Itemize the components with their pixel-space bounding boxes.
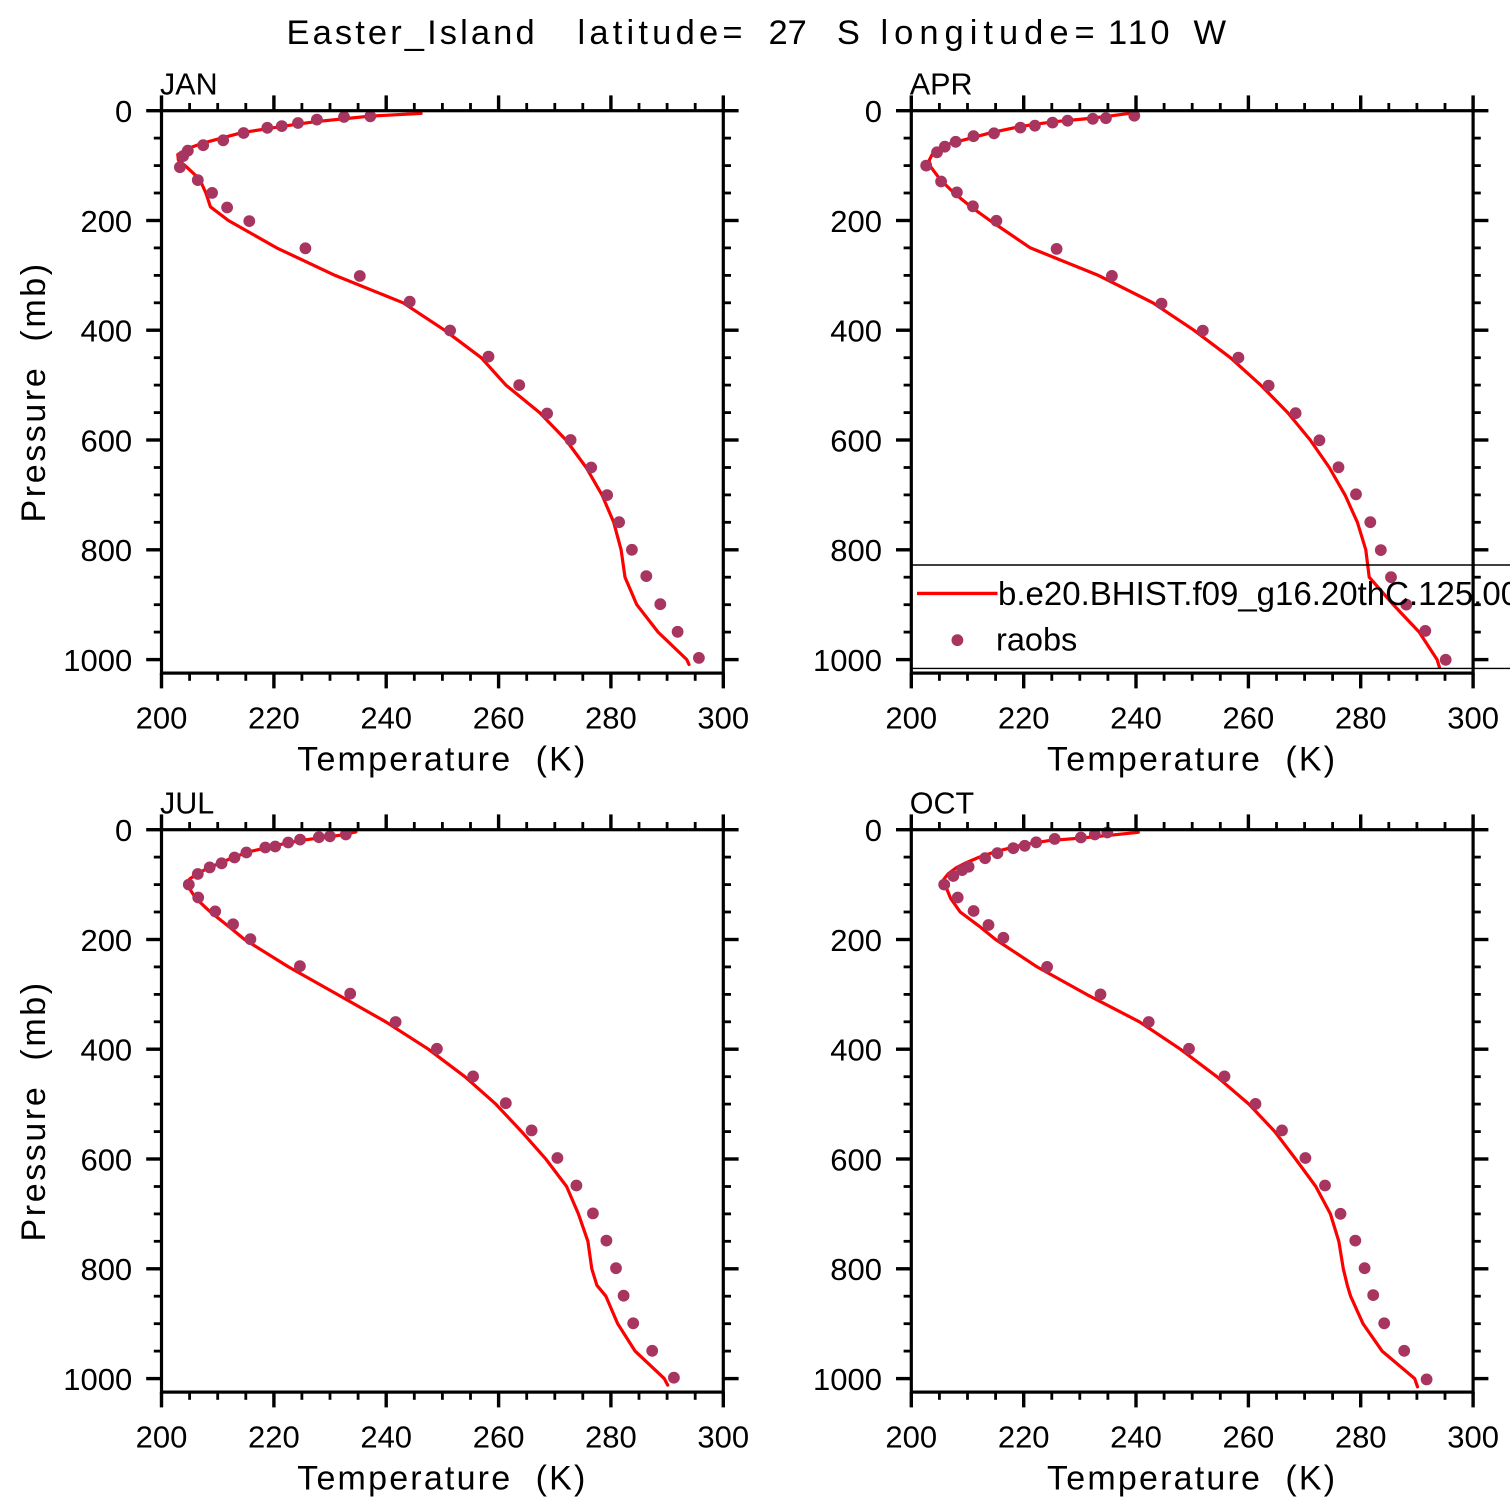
svg-text:800: 800 — [80, 533, 132, 568]
svg-text:Temperature (K): Temperature (K) — [1047, 1459, 1337, 1497]
svg-text:260: 260 — [473, 701, 525, 736]
svg-text:240: 240 — [1110, 701, 1162, 736]
svg-text:600: 600 — [80, 1142, 132, 1177]
svg-text:400: 400 — [830, 314, 882, 349]
svg-text:800: 800 — [80, 1252, 132, 1287]
svg-text:27: 27 — [769, 14, 807, 52]
svg-text:280: 280 — [1335, 701, 1387, 736]
svg-text:600: 600 — [830, 1142, 882, 1177]
svg-text:300: 300 — [697, 1420, 749, 1455]
svg-text:1000: 1000 — [63, 643, 132, 678]
svg-text:S: S — [837, 14, 860, 52]
svg-text:1000: 1000 — [63, 1362, 132, 1397]
svg-text:280: 280 — [585, 1420, 637, 1455]
svg-text:400: 400 — [80, 1033, 132, 1068]
svg-text:JUL: JUL — [160, 787, 214, 821]
svg-text:240: 240 — [360, 701, 412, 736]
svg-text:latitude=: latitude= — [578, 14, 747, 52]
svg-text:b.e20.BHIST.f09_g16.20thC.125.: b.e20.BHIST.f09_g16.20thC.125.00 — [998, 575, 1510, 612]
svg-text:220: 220 — [248, 1420, 300, 1455]
svg-text:800: 800 — [830, 533, 882, 568]
svg-text:300: 300 — [1447, 1420, 1499, 1455]
svg-text:400: 400 — [80, 314, 132, 349]
svg-text:APR: APR — [910, 68, 973, 102]
svg-text:JAN: JAN — [160, 68, 218, 102]
svg-text:300: 300 — [697, 701, 749, 736]
svg-text:400: 400 — [830, 1033, 882, 1068]
svg-text:240: 240 — [360, 1420, 412, 1455]
svg-text:longitude=: longitude= — [881, 14, 1101, 52]
svg-text:280: 280 — [585, 701, 637, 736]
svg-text:260: 260 — [473, 1420, 525, 1455]
svg-text:W: W — [1194, 14, 1227, 52]
svg-text:260: 260 — [1223, 1420, 1275, 1455]
svg-text:200: 200 — [885, 1420, 937, 1455]
svg-text:Pressure (mb): Pressure (mb) — [15, 261, 53, 522]
svg-text:Temperature (K): Temperature (K) — [1047, 740, 1337, 778]
svg-text:260: 260 — [1223, 701, 1275, 736]
svg-text:300: 300 — [1447, 701, 1499, 736]
svg-text:600: 600 — [830, 423, 882, 458]
svg-text:220: 220 — [998, 701, 1050, 736]
svg-text:200: 200 — [136, 701, 188, 736]
svg-text:280: 280 — [1335, 1420, 1387, 1455]
svg-text:800: 800 — [830, 1252, 882, 1287]
svg-text:200: 200 — [885, 701, 937, 736]
svg-text:Temperature (K): Temperature (K) — [297, 1459, 587, 1497]
svg-text:Temperature (K): Temperature (K) — [297, 740, 587, 778]
svg-text:200: 200 — [830, 923, 882, 958]
svg-text:600: 600 — [80, 423, 132, 458]
svg-text:220: 220 — [248, 701, 300, 736]
svg-text:200: 200 — [80, 923, 132, 958]
svg-text:0: 0 — [115, 94, 132, 129]
svg-text:1000: 1000 — [813, 643, 882, 678]
svg-text:200: 200 — [830, 204, 882, 239]
svg-text:110: 110 — [1108, 14, 1173, 52]
svg-text:240: 240 — [1110, 1420, 1162, 1455]
svg-text:0: 0 — [865, 813, 882, 848]
svg-text:raobs: raobs — [996, 621, 1077, 657]
svg-text:1000: 1000 — [813, 1362, 882, 1397]
svg-text:Easter_Island: Easter_Island — [287, 14, 538, 52]
svg-text:200: 200 — [136, 1420, 188, 1455]
svg-text:0: 0 — [115, 813, 132, 848]
svg-text:Pressure (mb): Pressure (mb) — [15, 980, 53, 1241]
svg-text:200: 200 — [80, 204, 132, 239]
svg-text:220: 220 — [998, 1420, 1050, 1455]
svg-text:OCT: OCT — [910, 787, 974, 821]
svg-text:0: 0 — [865, 94, 882, 129]
